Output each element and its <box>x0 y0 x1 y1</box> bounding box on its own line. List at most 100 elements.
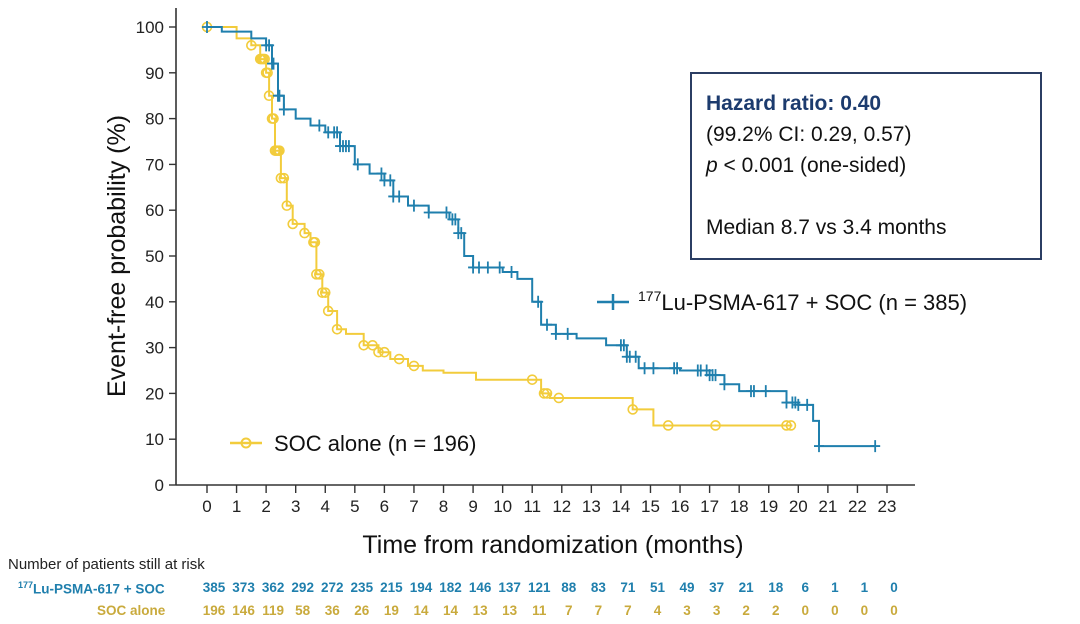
censor-mark <box>317 287 328 298</box>
risk-value: 7 <box>565 603 573 618</box>
risk-value: 121 <box>527 580 551 595</box>
risk-value: 385 <box>202 580 226 595</box>
censor-mark <box>394 190 405 203</box>
risk-value: 0 <box>860 603 869 618</box>
risk-value: 272 <box>320 580 344 595</box>
censor-mark <box>408 360 420 372</box>
censor-mark <box>710 420 721 431</box>
risk-value: 18 <box>768 580 784 595</box>
risk-value: 13 <box>472 603 488 618</box>
x-tick-label: 8 <box>439 497 448 516</box>
censor-mark <box>562 327 573 340</box>
censor-mark <box>385 174 396 187</box>
risk-value: 196 <box>202 603 226 618</box>
censor-mark <box>274 145 285 156</box>
x-tick-label: 17 <box>700 497 719 516</box>
y-tick-label: 70 <box>145 155 164 174</box>
risk-value: 0 <box>801 603 810 618</box>
censor-mark <box>311 269 322 280</box>
p-symbol: p <box>706 154 718 177</box>
risk-value: 292 <box>291 580 314 595</box>
risk-value: 119 <box>262 603 285 618</box>
x-tick-label: 19 <box>759 497 778 516</box>
censor-mark <box>618 339 629 352</box>
censor-mark <box>538 388 550 399</box>
x-tick-label: 4 <box>321 497 330 516</box>
y-tick-label: 60 <box>145 201 164 220</box>
x-tick-label: 5 <box>350 497 359 516</box>
censor-mark <box>268 113 279 124</box>
risk-value: 11 <box>532 603 547 618</box>
risk-table-title: Number of patients still at risk <box>8 556 205 573</box>
legend-soc-circle-icon <box>240 437 252 449</box>
censor-mark <box>287 218 299 230</box>
censor-mark <box>275 172 287 184</box>
x-tick-label: 2 <box>261 497 270 516</box>
y-tick-label: 0 <box>155 476 164 495</box>
risk-value: 0 <box>890 580 898 595</box>
censor-mark <box>630 350 641 363</box>
y-tick-label: 100 <box>136 18 164 37</box>
censor-mark <box>494 261 505 274</box>
censor-mark <box>526 374 538 385</box>
x-tick-label: 11 <box>523 497 541 516</box>
censor-mark <box>474 261 484 274</box>
censor-mark <box>319 287 331 298</box>
censor-mark <box>550 327 561 340</box>
risk-value: 26 <box>354 603 370 618</box>
censor-mark <box>314 119 325 132</box>
risk-value: 1 <box>860 580 869 595</box>
censor-mark <box>450 213 461 226</box>
risk-value: 1 <box>831 580 839 595</box>
risk-value: 146 <box>468 580 492 595</box>
censor-mark <box>793 398 804 411</box>
risk-value: 373 <box>232 580 255 595</box>
series-lu-psma <box>202 21 881 453</box>
censor-mark <box>662 420 674 431</box>
censor-mark <box>719 378 730 391</box>
censor-mark <box>639 362 650 375</box>
risk-value: 58 <box>295 603 311 618</box>
censor-mark <box>541 388 553 399</box>
y-tick-label: 10 <box>145 430 164 449</box>
censor-mark <box>482 261 493 274</box>
censor-mark <box>264 39 275 52</box>
censor-mark <box>376 167 387 180</box>
risk-value: 14 <box>413 603 429 618</box>
censor-mark <box>870 440 881 453</box>
censor-mark <box>299 227 310 239</box>
x-tick-label: 22 <box>848 497 867 516</box>
x-tick-label: 7 <box>409 497 418 516</box>
censor-mark <box>553 392 565 404</box>
censor-mark <box>259 53 270 65</box>
risk-value: 4 <box>653 603 662 618</box>
censor-mark <box>332 126 343 139</box>
censor-mark <box>281 200 293 211</box>
x-tick-label: 15 <box>641 497 660 516</box>
censor-mark <box>533 295 544 308</box>
y-tick-label: 20 <box>145 384 164 403</box>
censor-mark <box>262 67 273 79</box>
censor-mark <box>309 236 321 248</box>
risk-value: 3 <box>712 603 721 618</box>
x-tick-label: 14 <box>611 497 630 516</box>
risk-label-soc: SOC alone <box>97 603 166 618</box>
risk-value: 2 <box>771 603 780 618</box>
censor-mark <box>785 420 797 431</box>
censor-mark <box>710 369 721 382</box>
risk-value: 51 <box>649 580 665 595</box>
p-value-text: < 0.001 (one-sided) <box>717 154 907 177</box>
y-tick-label: 50 <box>145 247 164 266</box>
censor-mark <box>274 89 285 102</box>
censor-mark <box>268 57 279 70</box>
risk-row-lu-psma: 177Lu-PSMA-617 + SOC 385 373 362 292 272 235 2… <box>0 580 1080 598</box>
censor-mark <box>373 346 384 358</box>
legend-lu-psma: 177Lu-PSMA-617 + SOC (n = 385) <box>597 288 967 315</box>
risk-value: 83 <box>590 580 606 595</box>
censor-mark <box>393 353 405 365</box>
risk-value: 3 <box>683 603 691 618</box>
risk-value: 0 <box>831 603 839 618</box>
censor-mark <box>278 172 290 184</box>
risk-label-lu-psma: 177Lu-PSMA-617 + SOC <box>18 580 165 597</box>
x-tick-label: 6 <box>380 497 389 516</box>
